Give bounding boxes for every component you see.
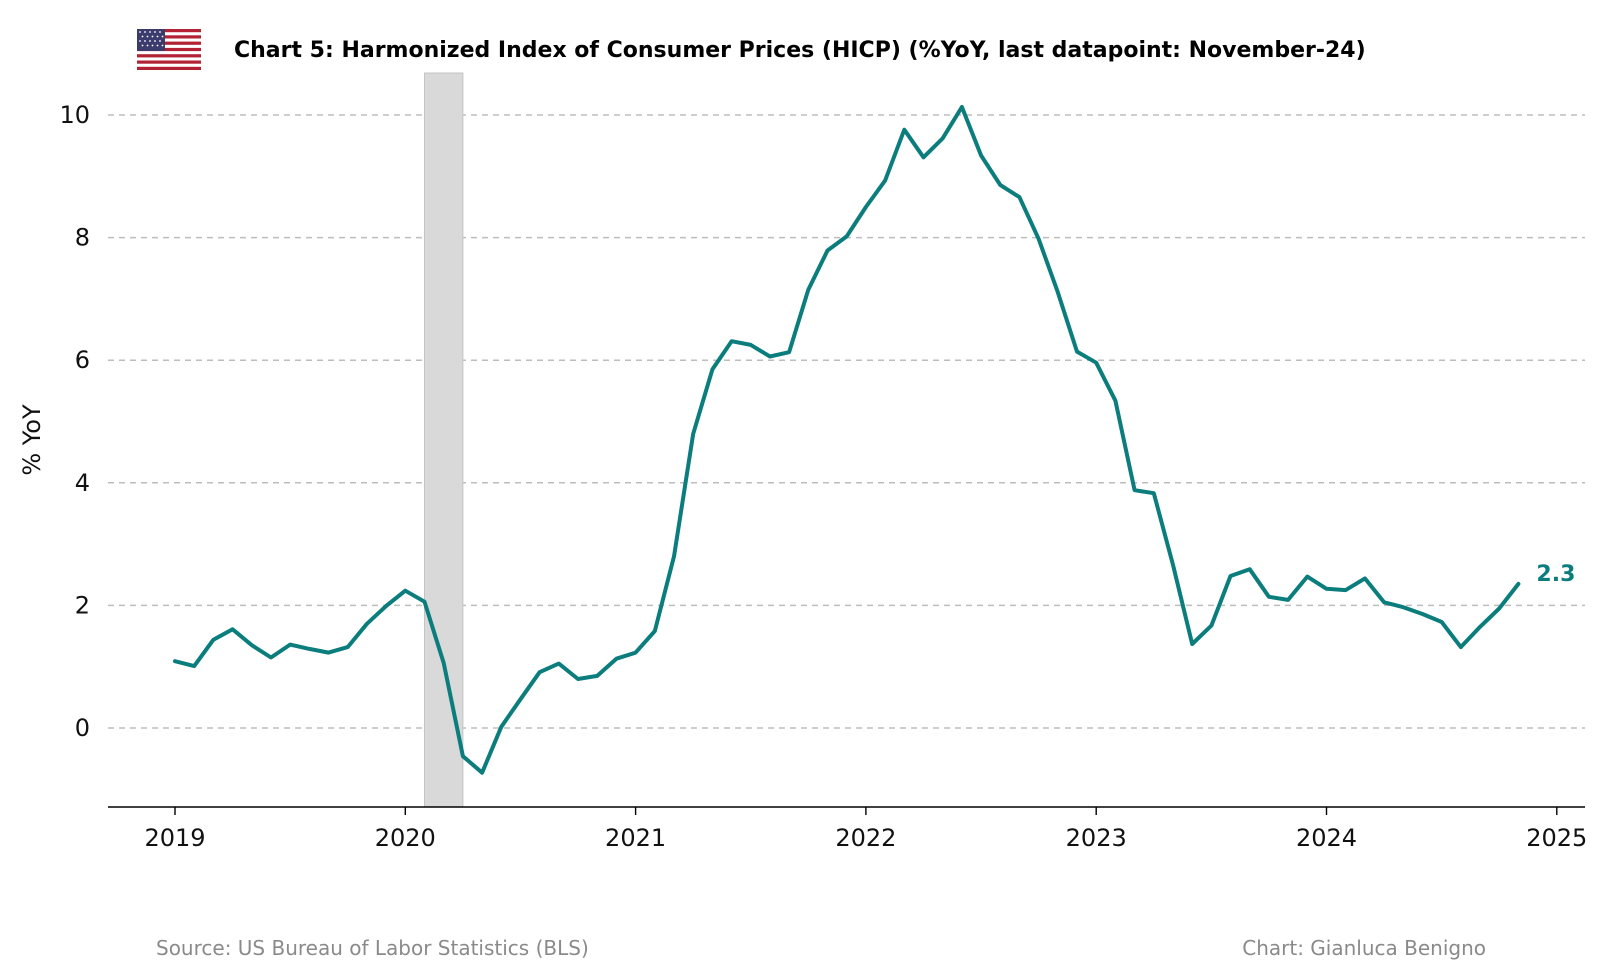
- shaded-period-layer: [423, 72, 464, 808]
- end-value-label: 2.3: [1536, 562, 1575, 587]
- source-note: Source: US Bureau of Labor Statistics (B…: [156, 936, 589, 960]
- y-axis-label: % YoY: [18, 404, 46, 476]
- y-tick-label: 10: [59, 101, 90, 129]
- y-tick-label: 8: [75, 224, 90, 252]
- us-flag-icon: [137, 29, 201, 70]
- x-tick-label: 2024: [1296, 824, 1357, 852]
- y-tick-label: 0: [75, 714, 90, 742]
- x-tick-label: 2022: [835, 824, 896, 852]
- series-line: [173, 105, 1521, 775]
- gridlines: 0 2 4 6 8 10: [59, 101, 1585, 742]
- x-tick-label: 2025: [1526, 824, 1587, 852]
- axes: 2019 2020 2021 2022 2023 2024 2025: [108, 806, 1587, 852]
- x-tick-label: 2023: [1066, 824, 1127, 852]
- x-tick-label: 2019: [144, 824, 205, 852]
- series-layer: 2.3: [173, 105, 1575, 775]
- chart-credit: Chart: Gianluca Benigno: [1242, 936, 1486, 960]
- chart-title: Chart 5: Harmonized Index of Consumer Pr…: [234, 38, 1366, 63]
- x-tick-label: 2020: [375, 824, 436, 852]
- y-tick-label: 2: [75, 591, 90, 619]
- shaded-period: [423, 72, 464, 808]
- x-tick-label: 2021: [605, 824, 666, 852]
- y-tick-label: 6: [75, 346, 90, 374]
- y-tick-label: 4: [75, 469, 90, 497]
